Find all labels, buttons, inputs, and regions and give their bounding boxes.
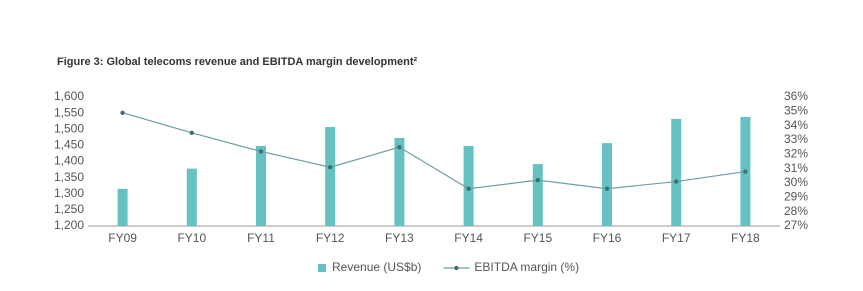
bar xyxy=(256,146,266,226)
x-tick-label: FY14 xyxy=(454,231,483,245)
line-point xyxy=(120,110,125,115)
legend-swatch xyxy=(454,265,459,271)
y-tick-label: 1,250 xyxy=(54,202,84,216)
bar xyxy=(463,146,474,226)
y2-tick-label: 28% xyxy=(784,204,808,218)
legend-label: EBITDA margin (%) xyxy=(474,260,579,274)
y-tick-label: 1,600 xyxy=(54,89,84,103)
y-tick-label: 1,550 xyxy=(54,105,84,119)
y-tick-label: 1,200 xyxy=(54,218,84,232)
y-tick-label: 1,300 xyxy=(54,186,84,200)
y-tick-label: 1,400 xyxy=(54,154,84,168)
y2-tick-label: 32% xyxy=(784,147,808,161)
bar xyxy=(394,137,405,226)
bar xyxy=(602,143,612,226)
x-tick-label: FY15 xyxy=(523,231,552,245)
y-tick-label: 1,500 xyxy=(54,121,84,135)
y2-tick-label: 36% xyxy=(784,89,808,103)
y2-tick-label: 34% xyxy=(784,118,808,132)
bar xyxy=(325,126,336,226)
x-tick-label: FY13 xyxy=(385,231,414,245)
line-point xyxy=(189,130,194,136)
line-point xyxy=(743,169,748,174)
y2-tick-label: 33% xyxy=(784,132,808,146)
bar xyxy=(186,168,197,226)
y-tick-label: 1,450 xyxy=(54,138,84,152)
y2-tick-label: 30% xyxy=(784,175,808,189)
chart-title: Figure 3: Global telecoms revenue and EB… xyxy=(57,56,418,68)
x-tick-label: FY09 xyxy=(108,231,137,245)
line-point xyxy=(674,179,679,184)
bar xyxy=(117,188,128,226)
y2-tick-label: 35% xyxy=(784,104,808,118)
y2-tick-label: 31% xyxy=(784,161,808,175)
y2-tick-label: 29% xyxy=(784,190,808,204)
x-tick-label: FY18 xyxy=(731,231,760,245)
line-point xyxy=(258,149,264,154)
y2-tick-label: 27% xyxy=(784,218,808,232)
y-tick-label: 1,350 xyxy=(54,170,84,184)
bar xyxy=(532,164,543,226)
x-tick-label: FY12 xyxy=(316,231,345,245)
bar xyxy=(671,118,682,226)
line-point xyxy=(466,186,471,191)
line-point xyxy=(328,165,333,170)
legend-swatch xyxy=(318,264,326,272)
line-point xyxy=(604,186,610,191)
x-tick-label: FY11 xyxy=(247,231,275,245)
line-point xyxy=(397,144,402,150)
line xyxy=(122,112,746,190)
legend-label: Revenue (US$b) xyxy=(332,260,421,274)
x-tick-label: FY10 xyxy=(177,231,206,245)
x-tick-label: FY16 xyxy=(593,231,622,245)
x-tick-label: FY17 xyxy=(662,231,691,245)
line-point xyxy=(535,177,540,183)
